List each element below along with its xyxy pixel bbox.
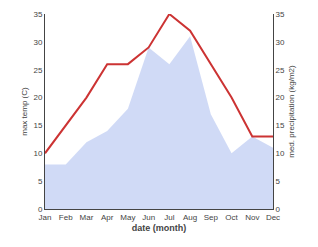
svg-text:20: 20 — [276, 93, 285, 102]
svg-text:Apr: Apr — [101, 213, 114, 222]
svg-text:25: 25 — [276, 66, 285, 75]
svg-text:10: 10 — [33, 149, 42, 158]
svg-text:Aug: Aug — [183, 213, 197, 222]
svg-text:35: 35 — [276, 10, 285, 19]
svg-text:med. precipitation (kg/m2): med. precipitation (kg/m2) — [287, 65, 296, 158]
svg-text:Sep: Sep — [204, 213, 219, 222]
svg-text:20: 20 — [33, 93, 42, 102]
svg-text:30: 30 — [276, 38, 285, 47]
svg-text:Nov: Nov — [245, 213, 259, 222]
svg-text:5: 5 — [38, 177, 43, 186]
svg-text:0: 0 — [38, 205, 43, 214]
svg-text:30: 30 — [33, 38, 42, 47]
svg-text:5: 5 — [276, 177, 281, 186]
svg-text:15: 15 — [33, 121, 42, 130]
svg-text:max temp (C): max temp (C) — [20, 87, 29, 136]
svg-text:Mar: Mar — [80, 213, 94, 222]
svg-text:date (month): date (month) — [132, 223, 187, 233]
svg-text:Jan: Jan — [39, 213, 52, 222]
svg-text:May: May — [120, 213, 135, 222]
svg-text:0: 0 — [276, 205, 281, 214]
svg-text:Dec: Dec — [266, 213, 280, 222]
svg-text:10: 10 — [276, 149, 285, 158]
svg-text:Jul: Jul — [164, 213, 174, 222]
svg-text:25: 25 — [33, 66, 42, 75]
svg-text:Feb: Feb — [59, 213, 73, 222]
svg-text:15: 15 — [276, 121, 285, 130]
svg-text:Jun: Jun — [142, 213, 155, 222]
svg-text:35: 35 — [33, 10, 42, 19]
svg-text:Oct: Oct — [225, 213, 238, 222]
